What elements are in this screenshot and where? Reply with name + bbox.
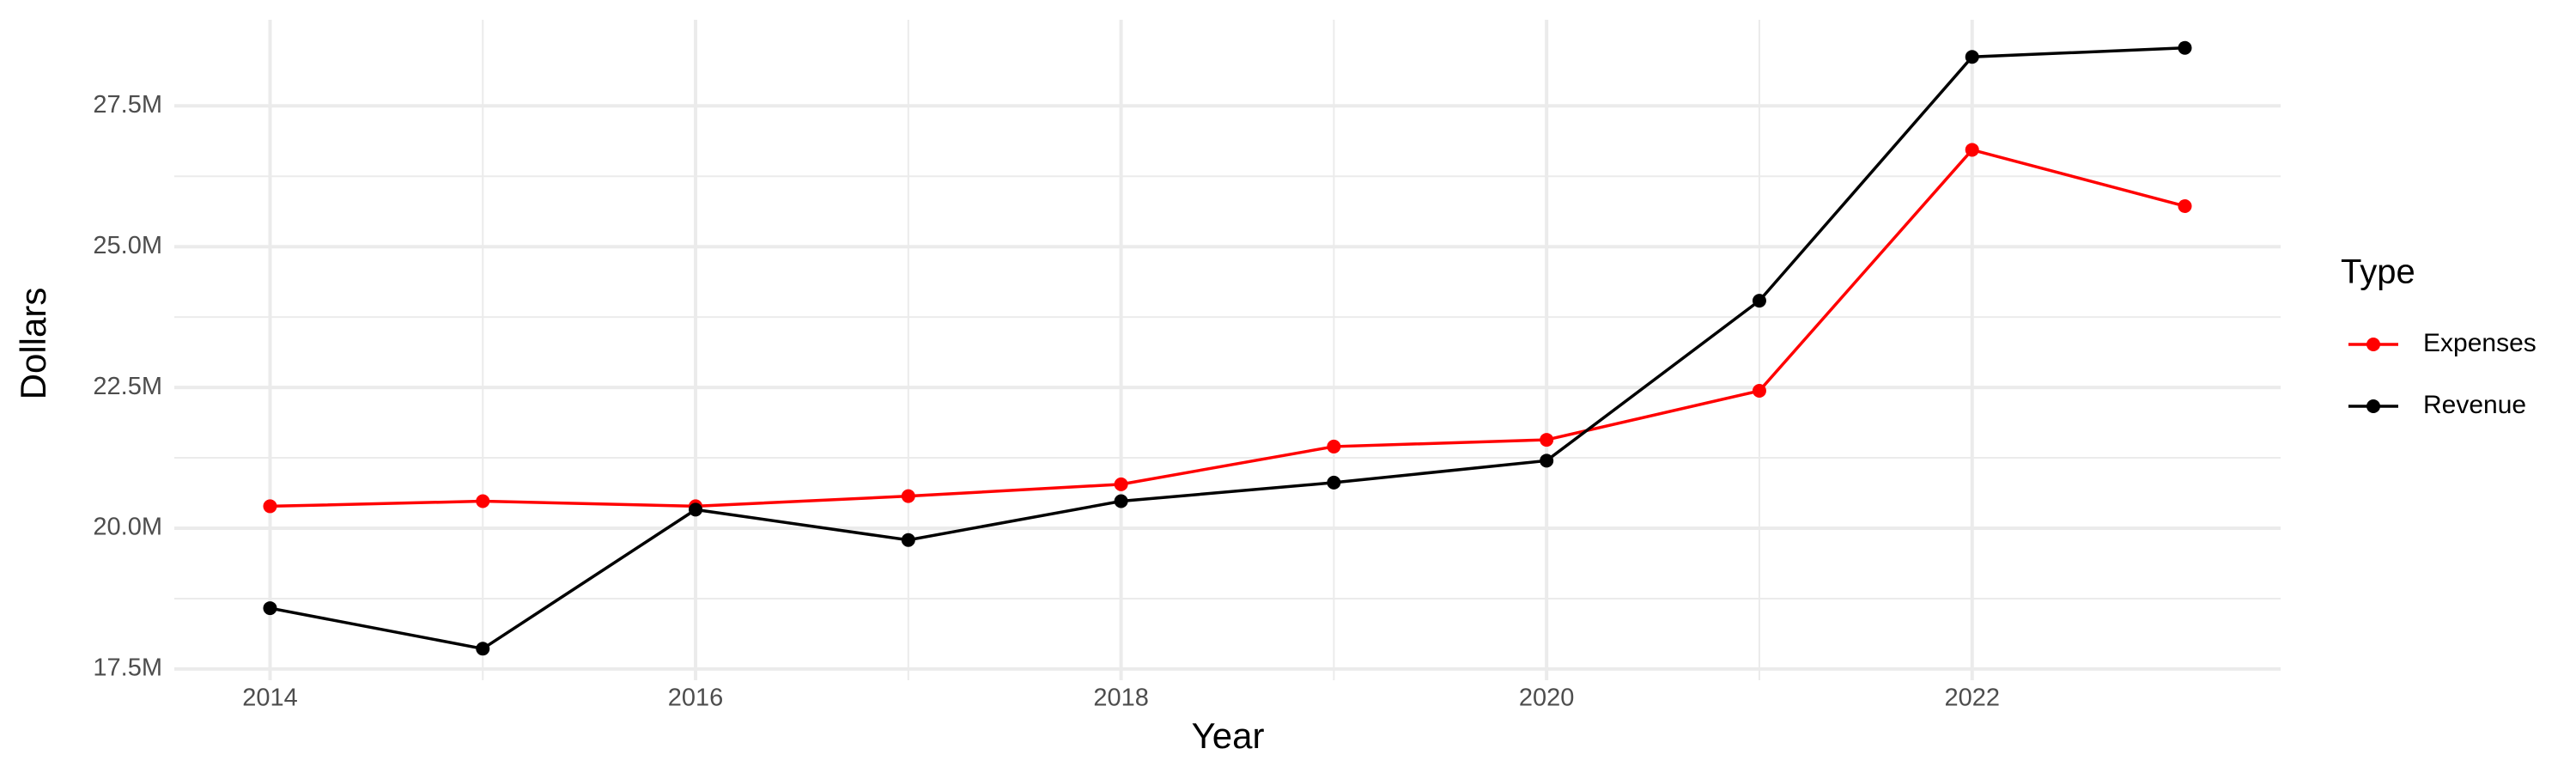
data-point bbox=[1540, 453, 1554, 468]
y-tick-label: 25.0M bbox=[93, 232, 162, 259]
x-tick-label: 2018 bbox=[1093, 685, 1149, 712]
data-point bbox=[476, 494, 490, 508]
y-tick-label: 27.5M bbox=[93, 91, 162, 119]
data-point bbox=[901, 489, 915, 503]
data-point bbox=[1114, 477, 1128, 491]
data-point bbox=[901, 533, 915, 547]
x-tick-label: 2020 bbox=[1519, 685, 1575, 712]
series-line bbox=[270, 46, 2185, 651]
legend-label: Expenses bbox=[2423, 329, 2537, 357]
data-point bbox=[1114, 494, 1128, 508]
data-point bbox=[2178, 40, 2192, 55]
y-axis-title: Dollars bbox=[13, 288, 53, 400]
data-point bbox=[1965, 143, 1979, 157]
x-tick-label: 2016 bbox=[668, 685, 724, 712]
y-tick-label: 17.5M bbox=[93, 654, 162, 682]
data-point bbox=[689, 502, 703, 517]
data-point bbox=[2178, 198, 2192, 213]
x-tick-label: 2022 bbox=[1944, 685, 2000, 712]
x-axis-title: Year bbox=[1192, 715, 1265, 756]
x-tick-label: 2014 bbox=[242, 685, 298, 712]
data-point bbox=[1752, 384, 1766, 399]
data-point bbox=[476, 642, 490, 656]
grid bbox=[174, 20, 2281, 680]
legend-label: Revenue bbox=[2423, 391, 2526, 419]
y-tick-label: 22.5M bbox=[93, 373, 162, 400]
data-point bbox=[1752, 294, 1766, 308]
data-point bbox=[1327, 439, 1341, 453]
data-point bbox=[263, 601, 277, 616]
data-point bbox=[1965, 50, 1979, 64]
data-point bbox=[1327, 475, 1341, 490]
data-point bbox=[263, 499, 277, 514]
legend-title: Type bbox=[2341, 253, 2415, 291]
legend-point bbox=[2366, 399, 2380, 413]
data-point bbox=[1540, 433, 1554, 447]
series-line bbox=[270, 148, 2185, 508]
y-tick-label: 20.0M bbox=[93, 514, 162, 541]
legend-point bbox=[2366, 338, 2380, 351]
